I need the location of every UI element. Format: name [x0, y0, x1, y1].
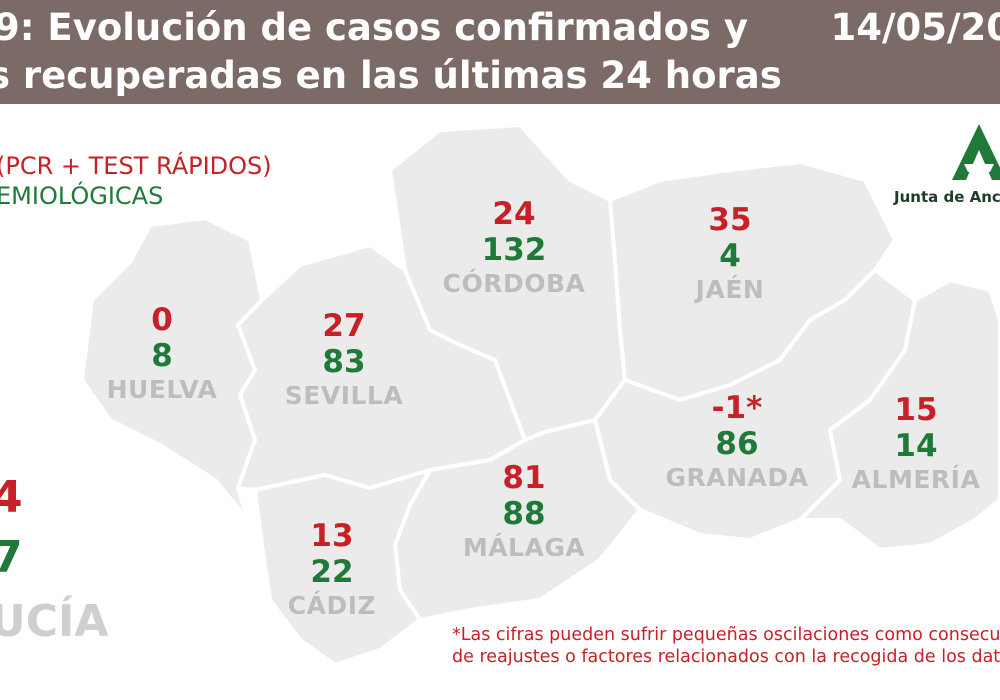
- province-cadiz: 13 22 CÁDIZ: [282, 518, 382, 622]
- jaen-recovered: 4: [719, 238, 741, 274]
- header-bar: 9: Evolución de casos confirmados y s re…: [0, 0, 1000, 104]
- province-cordoba: 24 132 CÓRDOBA: [436, 196, 592, 300]
- footnote-line-2: de reajustes o factores relacionados con…: [452, 647, 1000, 667]
- granada-confirmed: -1*: [711, 390, 763, 426]
- sevilla-name: SEVILLA: [284, 381, 404, 410]
- legend-recovered: EMIOLÓGICAS: [0, 182, 164, 210]
- cadiz-name: CÁDIZ: [287, 591, 377, 620]
- total-recovered: 7: [0, 532, 23, 583]
- report-date: 14/05/20: [830, 6, 1000, 49]
- cordoba-name: CÓRDOBA: [442, 269, 586, 298]
- malaga-recovered: 88: [502, 496, 546, 532]
- sevilla-recovered: 83: [322, 344, 366, 380]
- cadiz-confirmed: 13: [310, 518, 354, 554]
- province-granada: -1* 86 GRANADA: [660, 390, 814, 494]
- jaen-name: JAÉN: [695, 275, 765, 304]
- total-confirmed: 4: [0, 472, 23, 523]
- malaga-name: MÁLAGA: [462, 533, 586, 562]
- huelva-confirmed: 0: [151, 302, 173, 338]
- province-sevilla: 27 83 SEVILLA: [280, 308, 408, 412]
- cordoba-confirmed: 24: [492, 196, 536, 232]
- almeria-confirmed: 15: [894, 392, 938, 428]
- province-jaen: 35 4 JAÉN: [680, 202, 780, 306]
- junta-de-andalucia-logo-icon: [952, 124, 1000, 180]
- almeria-recovered: 14: [894, 428, 938, 464]
- granada-name: GRANADA: [665, 463, 809, 492]
- cordoba-recovered: 132: [481, 232, 547, 268]
- malaga-confirmed: 81: [502, 460, 546, 496]
- footnote-line-1: *Las cifras pueden sufrir pequeñas oscil…: [452, 625, 1000, 645]
- footnote: *Las cifras pueden sufrir pequeñas oscil…: [452, 624, 1000, 668]
- legend-confirmed: (PCR + TEST RÁPIDOS): [0, 152, 272, 180]
- almeria-shape: [798, 278, 1000, 552]
- huelva-recovered: 8: [151, 338, 173, 374]
- title-line-1: 9: Evolución de casos confirmados y: [0, 6, 749, 49]
- huelva-name: HUELVA: [106, 375, 218, 404]
- province-malaga: 81 88 MÁLAGA: [456, 460, 592, 564]
- logo-text: Junta de Anc: [894, 188, 1000, 206]
- junta-logo: Junta de Anc: [894, 120, 1000, 210]
- province-almeria: 15 14 ALMERÍA: [846, 392, 986, 496]
- almeria-name: ALMERÍA: [851, 465, 981, 494]
- granada-recovered: 86: [715, 426, 759, 462]
- cadiz-recovered: 22: [310, 554, 354, 590]
- sevilla-confirmed: 27: [322, 308, 366, 344]
- region-name: UCÍA: [0, 596, 109, 647]
- title-line-2: s recuperadas en las últimas 24 horas: [0, 54, 782, 97]
- jaen-confirmed: 35: [708, 202, 752, 238]
- province-huelva: 0 8 HUELVA: [100, 302, 224, 406]
- cadiz-shape: [253, 468, 432, 667]
